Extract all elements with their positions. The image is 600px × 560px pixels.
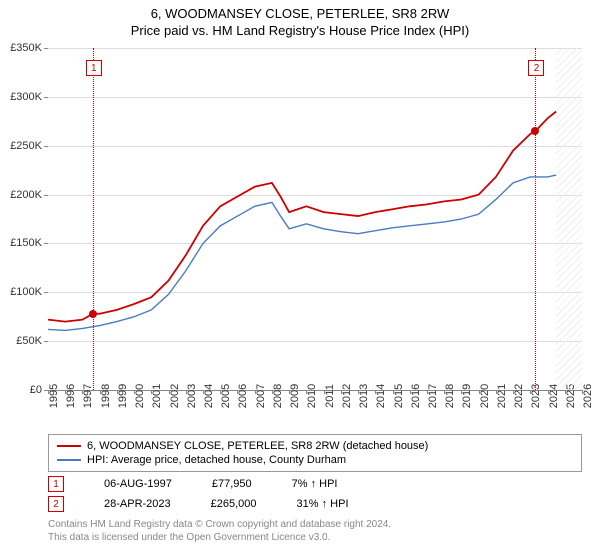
y-axis-label: £250K — [10, 140, 42, 152]
legend-box: 6, WOODMANSEY CLOSE, PETERLEE, SR8 2RW (… — [48, 434, 582, 472]
series-line-property — [48, 112, 556, 322]
legend-row: 6, WOODMANSEY CLOSE, PETERLEE, SR8 2RW (… — [57, 439, 573, 453]
y-axis-label: £200K — [10, 189, 42, 201]
chart-plot-area: £0£50K£100K£150K£200K£250K£300K£350K1995… — [48, 48, 582, 391]
sale-delta: 31% ↑ HPI — [297, 498, 349, 510]
sale-delta: 7% ↑ HPI — [292, 478, 338, 490]
x-axis-label: 2026 — [582, 384, 594, 408]
legend-swatch — [57, 459, 81, 461]
chart-title: 6, WOODMANSEY CLOSE, PETERLEE, SR8 2RW — [0, 0, 600, 21]
marker-label-icon: 2 — [528, 60, 544, 76]
y-axis-label: £100K — [10, 286, 42, 298]
legend-row: HPI: Average price, detached house, Coun… — [57, 453, 573, 467]
legend-swatch — [57, 445, 81, 447]
sale-marker-icon: 1 — [48, 476, 64, 492]
chart-subtitle: Price paid vs. HM Land Registry's House … — [0, 21, 600, 38]
legend-label: HPI: Average price, detached house, Coun… — [87, 454, 346, 466]
marker-dot — [531, 127, 539, 135]
sale-date: 28-APR-2023 — [104, 498, 171, 510]
y-axis-label: £0 — [30, 384, 42, 396]
sale-row: 1 06-AUG-1997 £77,950 7% ↑ HPI — [48, 472, 582, 492]
y-axis-label: £50K — [16, 335, 42, 347]
marker-dot — [89, 310, 97, 318]
sale-price: £265,000 — [211, 498, 257, 510]
marker-label-icon: 1 — [86, 60, 102, 76]
sale-date: 06-AUG-1997 — [104, 478, 172, 490]
sale-marker-icon: 2 — [48, 496, 64, 512]
y-axis-label: £300K — [10, 91, 42, 103]
sale-row: 2 28-APR-2023 £265,000 31% ↑ HPI — [48, 492, 582, 512]
legend-block: 6, WOODMANSEY CLOSE, PETERLEE, SR8 2RW (… — [48, 434, 582, 544]
footer-line: Contains HM Land Registry data © Crown c… — [48, 518, 582, 531]
sale-price: £77,950 — [212, 478, 252, 490]
y-axis-label: £350K — [10, 42, 42, 54]
footer-line: This data is licensed under the Open Gov… — [48, 531, 582, 544]
y-axis-label: £150K — [10, 237, 42, 249]
legend-label: 6, WOODMANSEY CLOSE, PETERLEE, SR8 2RW (… — [87, 440, 428, 452]
chart-lines — [48, 48, 582, 390]
footer: Contains HM Land Registry data © Crown c… — [48, 512, 582, 544]
